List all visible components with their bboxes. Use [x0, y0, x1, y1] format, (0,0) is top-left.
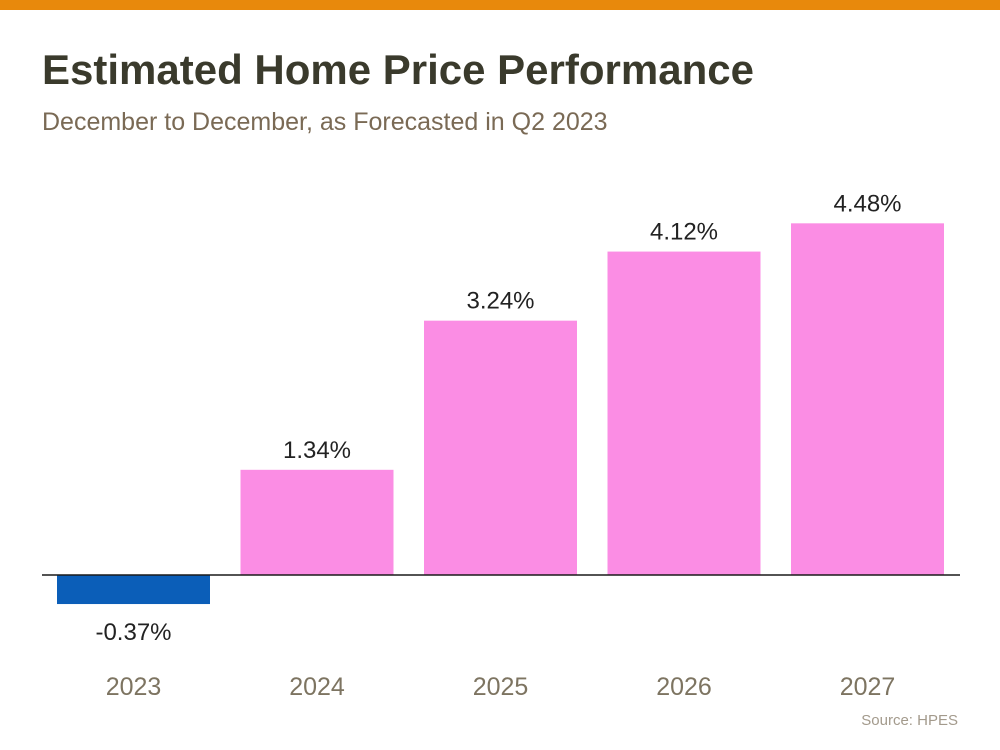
value-label-2025: 3.24%: [466, 288, 534, 315]
bar-2027: [791, 223, 944, 575]
value-label-2024: 1.34%: [283, 437, 351, 464]
bar-2025: [424, 320, 577, 575]
source-note: Source: HPES: [861, 712, 958, 729]
category-label-2024: 2024: [289, 673, 345, 701]
category-label-2023: 2023: [106, 673, 162, 701]
category-label-2027: 2027: [840, 673, 896, 701]
bar-2024: [240, 469, 394, 575]
chart-subtitle: December to December, as Forecasted in Q…: [42, 108, 608, 136]
category-label-2025: 2025: [473, 673, 529, 701]
value-label-2026: 4.12%: [650, 219, 718, 246]
bar-2023: [57, 575, 210, 605]
bar-2026: [607, 251, 761, 575]
value-label-2027: 4.48%: [833, 190, 901, 217]
value-label-2023: -0.37%: [95, 619, 171, 646]
category-label-2026: 2026: [656, 673, 712, 701]
chart-title: Estimated Home Price Performance: [42, 46, 754, 93]
top-accent-bar: [0, 0, 1000, 10]
